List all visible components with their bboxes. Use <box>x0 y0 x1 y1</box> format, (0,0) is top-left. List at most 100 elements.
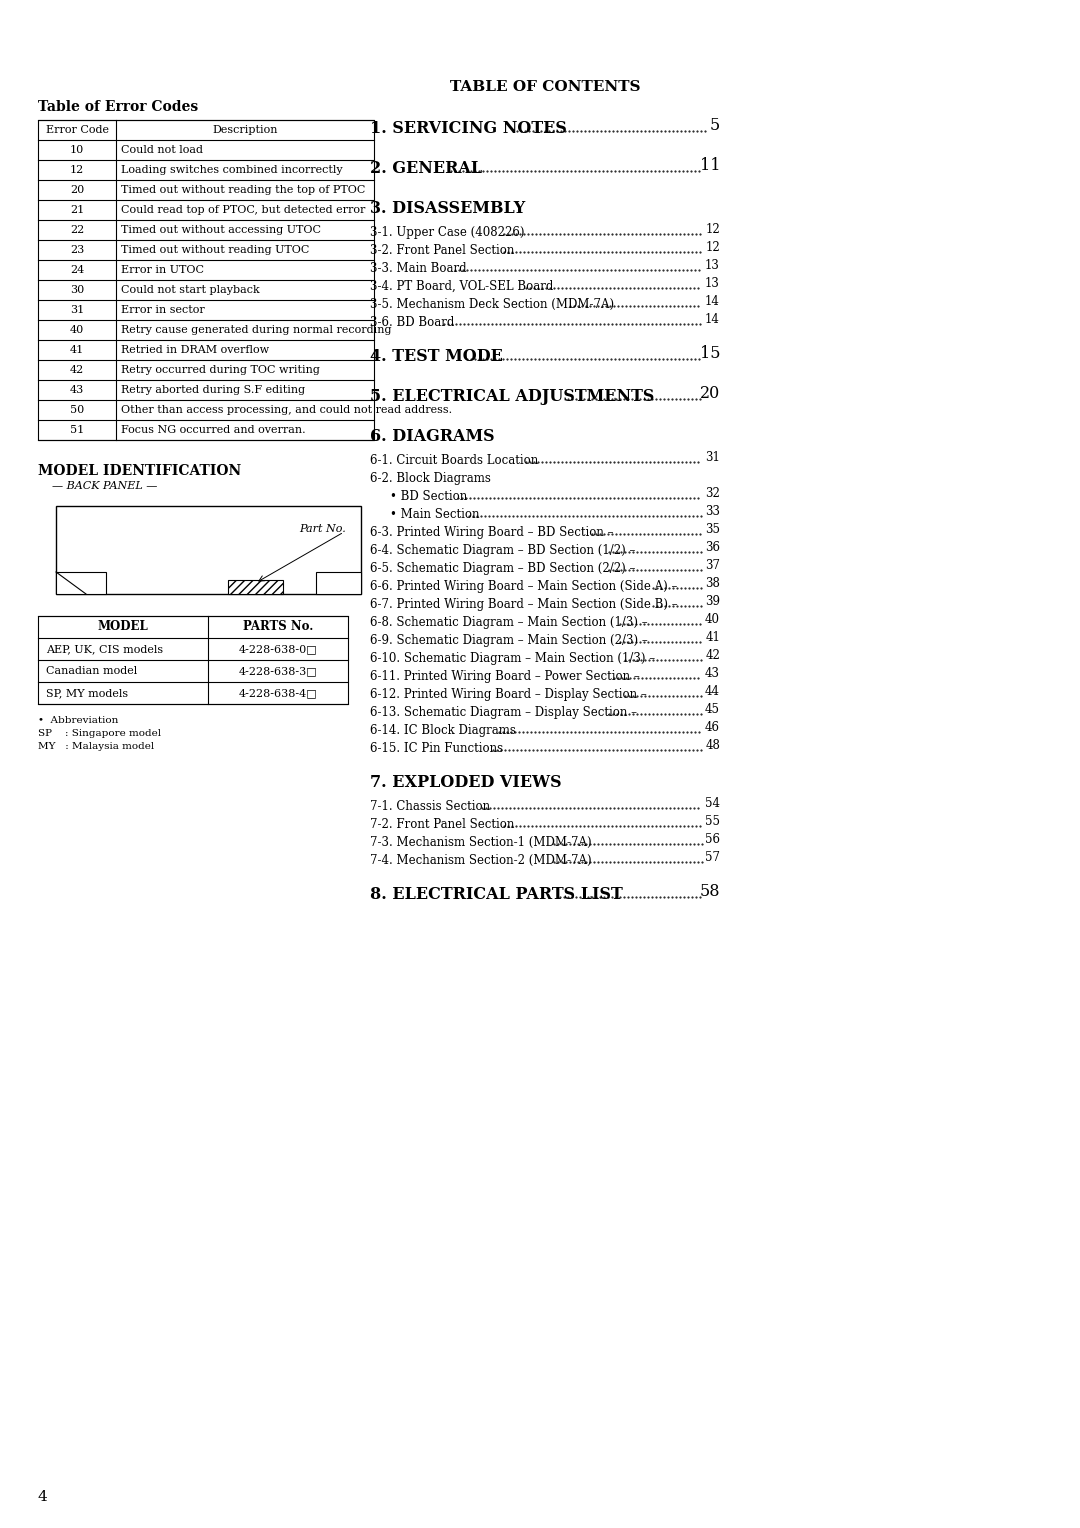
Text: SP    : Singapore model: SP : Singapore model <box>38 729 161 738</box>
Text: 7-4. Mechanism Section-2 (MDM-7A): 7-4. Mechanism Section-2 (MDM-7A) <box>370 854 592 866</box>
Text: 6-6. Printed Wiring Board – Main Section (Side A) –: 6-6. Printed Wiring Board – Main Section… <box>370 581 677 593</box>
Text: 3-2. Front Panel Section: 3-2. Front Panel Section <box>370 244 514 257</box>
Text: SP, MY models: SP, MY models <box>46 688 129 698</box>
Text: Description: Description <box>213 125 278 134</box>
Bar <box>56 506 361 594</box>
Text: — BACK PANEL —: — BACK PANEL — <box>52 481 158 490</box>
Text: Could not load: Could not load <box>121 145 203 154</box>
Text: MODEL: MODEL <box>97 620 148 634</box>
Text: 5. ELECTRICAL ADJUSTMENTS: 5. ELECTRICAL ADJUSTMENTS <box>370 388 654 405</box>
Text: Retry cause generated during normal recording: Retry cause generated during normal reco… <box>121 325 391 335</box>
Text: 31: 31 <box>70 306 84 315</box>
Text: 40: 40 <box>70 325 84 335</box>
Text: 3-4. PT Board, VOL-SEL Board: 3-4. PT Board, VOL-SEL Board <box>370 280 553 293</box>
Text: 54: 54 <box>705 798 720 810</box>
Text: Canadian model: Canadian model <box>46 666 137 675</box>
Text: Error Code: Error Code <box>45 125 108 134</box>
Text: 6-15. IC Pin Functions: 6-15. IC Pin Functions <box>370 743 503 755</box>
Text: • BD Section: • BD Section <box>390 490 468 503</box>
Text: 8. ELECTRICAL PARTS LIST: 8. ELECTRICAL PARTS LIST <box>370 886 623 903</box>
Text: 35: 35 <box>705 523 720 536</box>
Text: 12: 12 <box>70 165 84 176</box>
Text: Error in sector: Error in sector <box>121 306 205 315</box>
Text: 6-8. Schematic Diagram – Main Section (1/3) –: 6-8. Schematic Diagram – Main Section (1… <box>370 616 648 630</box>
Text: 57: 57 <box>705 851 720 865</box>
Text: 23: 23 <box>70 244 84 255</box>
Text: 38: 38 <box>705 578 720 590</box>
Text: 6-2. Block Diagrams: 6-2. Block Diagrams <box>370 472 491 484</box>
Text: Loading switches combined incorrectly: Loading switches combined incorrectly <box>121 165 342 176</box>
Text: 6-14. IC Block Diagrams: 6-14. IC Block Diagrams <box>370 724 516 736</box>
Text: Could read top of PTOC, but detected error: Could read top of PTOC, but detected err… <box>121 205 365 215</box>
Text: 5: 5 <box>710 116 720 134</box>
Text: 7-1. Chassis Section: 7-1. Chassis Section <box>370 801 490 813</box>
Text: 55: 55 <box>705 816 720 828</box>
Text: 46: 46 <box>705 721 720 735</box>
Text: Table of Error Codes: Table of Error Codes <box>38 99 199 115</box>
Text: 7-3. Mechanism Section-1 (MDM-7A): 7-3. Mechanism Section-1 (MDM-7A) <box>370 836 592 850</box>
Text: Retry aborted during S.F editing: Retry aborted during S.F editing <box>121 385 306 396</box>
Text: 14: 14 <box>705 313 720 325</box>
Text: 4. TEST MODE: 4. TEST MODE <box>370 348 503 365</box>
Text: 3-1. Upper Case (408226): 3-1. Upper Case (408226) <box>370 226 525 238</box>
Text: Part No.: Part No. <box>299 524 346 533</box>
Text: 3. DISASSEMBLY: 3. DISASSEMBLY <box>370 200 525 217</box>
Text: 6-9. Schematic Diagram – Main Section (2/3) –: 6-9. Schematic Diagram – Main Section (2… <box>370 634 648 646</box>
Text: 4-228-638-4□: 4-228-638-4□ <box>239 688 318 698</box>
Bar <box>228 581 283 594</box>
Text: 6-10. Schematic Diagram – Main Section (1/3) –: 6-10. Schematic Diagram – Main Section (… <box>370 652 656 665</box>
Text: 21: 21 <box>70 205 84 215</box>
Text: 6-11. Printed Wiring Board – Power Section –: 6-11. Printed Wiring Board – Power Secti… <box>370 669 639 683</box>
Text: 33: 33 <box>705 506 720 518</box>
Text: 44: 44 <box>705 685 720 698</box>
Text: Retry occurred during TOC writing: Retry occurred during TOC writing <box>121 365 320 374</box>
Text: 45: 45 <box>705 703 720 717</box>
Text: 41: 41 <box>70 345 84 354</box>
Text: Focus NG occurred and overran.: Focus NG occurred and overran. <box>121 425 306 435</box>
Text: 4: 4 <box>38 1490 48 1504</box>
Text: 6-4. Schematic Diagram – BD Section (1/2) –: 6-4. Schematic Diagram – BD Section (1/2… <box>370 544 635 558</box>
Bar <box>38 121 374 440</box>
Text: 1. SERVICING NOTES: 1. SERVICING NOTES <box>370 121 567 138</box>
Text: 37: 37 <box>705 559 720 571</box>
Bar <box>38 616 348 704</box>
Text: 39: 39 <box>705 596 720 608</box>
Text: 11: 11 <box>700 157 720 174</box>
Text: 6-3. Printed Wiring Board – BD Section –: 6-3. Printed Wiring Board – BD Section – <box>370 526 613 539</box>
Text: 12: 12 <box>705 241 720 254</box>
Text: AEP, UK, CIS models: AEP, UK, CIS models <box>46 643 163 654</box>
Text: 4-228-638-0□: 4-228-638-0□ <box>239 643 318 654</box>
Bar <box>56 571 106 594</box>
Text: Timed out without reading UTOC: Timed out without reading UTOC <box>121 244 309 255</box>
Text: 6. DIAGRAMS: 6. DIAGRAMS <box>370 428 495 445</box>
Text: 6-7. Printed Wiring Board – Main Section (Side B) –: 6-7. Printed Wiring Board – Main Section… <box>370 597 677 611</box>
Bar <box>316 571 361 594</box>
Text: Other than access processing, and could not read address.: Other than access processing, and could … <box>121 405 453 416</box>
Text: 13: 13 <box>705 277 720 290</box>
Text: 41: 41 <box>705 631 720 645</box>
Text: TABLE OF CONTENTS: TABLE OF CONTENTS <box>449 79 640 95</box>
Text: 40: 40 <box>705 613 720 626</box>
Text: 42: 42 <box>70 365 84 374</box>
Text: 10: 10 <box>70 145 84 154</box>
Text: 4-228-638-3□: 4-228-638-3□ <box>239 666 318 675</box>
Text: 6-1. Circuit Boards Location: 6-1. Circuit Boards Location <box>370 454 538 468</box>
Text: 6-12. Printed Wiring Board – Display Section –: 6-12. Printed Wiring Board – Display Sec… <box>370 688 647 701</box>
Text: 20: 20 <box>70 185 84 196</box>
Text: 24: 24 <box>70 264 84 275</box>
Text: 48: 48 <box>705 740 720 752</box>
Text: •  Abbreviation: • Abbreviation <box>38 717 119 724</box>
Text: • Main Section: • Main Section <box>390 507 480 521</box>
Text: 3-6. BD Board: 3-6. BD Board <box>370 316 455 329</box>
Text: 50: 50 <box>70 405 84 416</box>
Text: Error in UTOC: Error in UTOC <box>121 264 204 275</box>
Text: 36: 36 <box>705 541 720 555</box>
Text: MODEL IDENTIFICATION: MODEL IDENTIFICATION <box>38 465 241 478</box>
Text: 43: 43 <box>70 385 84 396</box>
Text: 7-2. Front Panel Section: 7-2. Front Panel Section <box>370 817 514 831</box>
Text: 14: 14 <box>705 295 720 309</box>
Text: Retried in DRAM overflow: Retried in DRAM overflow <box>121 345 269 354</box>
Text: 12: 12 <box>705 223 720 237</box>
Text: Could not start playback: Could not start playback <box>121 286 260 295</box>
Text: 58: 58 <box>700 883 720 900</box>
